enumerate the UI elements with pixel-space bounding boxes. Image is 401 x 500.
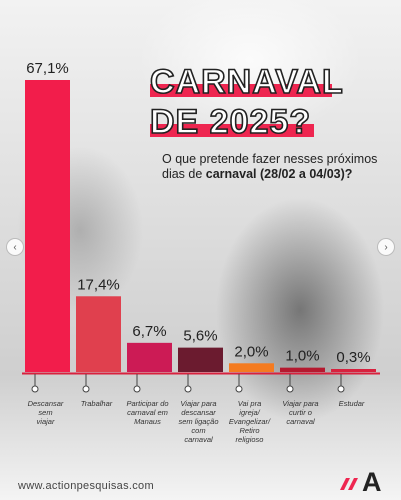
title-highlight-strip: [150, 124, 314, 137]
bar: [76, 296, 121, 372]
category-label: Participar do: [126, 399, 168, 408]
bar: [25, 80, 70, 372]
category-label: viajar: [37, 417, 55, 426]
category-label: carnaval: [286, 417, 315, 426]
category-label: Manaus: [134, 417, 161, 426]
bar-value-label: 2,0%: [234, 343, 268, 360]
bar: [280, 367, 325, 372]
question-text: O que pretende fazer nesses próximos dia…: [162, 152, 387, 182]
bar-value-label: 0,3%: [336, 349, 370, 366]
bar: [127, 342, 172, 372]
title-text-2: DE 2025?: [149, 102, 312, 142]
category-label: descansar: [181, 408, 216, 417]
category-label: Evangelizar/: [229, 417, 271, 426]
logo-slash-1: [340, 478, 350, 490]
title-highlight-strip: [150, 84, 332, 97]
bar-value-label: 17,4%: [77, 276, 120, 293]
category-marker: [133, 385, 141, 393]
category-label: Retiro: [239, 426, 259, 435]
question-main: O que pretende fazer nesses próximos dia…: [162, 152, 378, 181]
category-label: Estudar: [339, 399, 365, 408]
bar-value-label: 1,0%: [285, 348, 319, 365]
footer-url[interactable]: www.actionpesquisas.com: [18, 480, 154, 492]
logo-slash-2: [348, 478, 358, 490]
category-label: Viajar para: [282, 399, 318, 408]
bar-value-label: 6,7%: [132, 323, 166, 340]
question-emphasis: carnaval: [205, 167, 257, 181]
category-label: carnaval em: [127, 408, 168, 417]
category-marker: [286, 385, 294, 393]
category-label: sem ligação: [178, 417, 218, 426]
category-label: religioso: [236, 435, 264, 444]
category-label: igreja/: [239, 408, 260, 417]
bar-value-label: 5,6%: [183, 328, 217, 345]
chevron-left-icon: ‹: [13, 241, 17, 253]
bar: [178, 347, 223, 372]
category-label: Vai pra: [238, 399, 262, 408]
bar-value-label: 67,1%: [26, 60, 69, 77]
bar: [229, 363, 274, 372]
category-marker: [82, 385, 90, 393]
bar: [331, 369, 376, 372]
category-label: Trabalhar: [81, 399, 113, 408]
title-line-1: CARNAVAL: [149, 62, 343, 102]
category-label: Descansar: [28, 399, 64, 408]
brand-logo: A: [340, 467, 382, 492]
category-label: curtir o: [289, 408, 312, 417]
category-marker: [184, 385, 192, 393]
question-dates: (28/02 a 04/03)?: [260, 167, 353, 181]
category-marker: [337, 385, 345, 393]
category-label: com: [191, 426, 205, 435]
carousel-prev-button[interactable]: ‹: [6, 238, 24, 256]
title-line-2: DE 2025?: [149, 102, 314, 142]
category-label: carnaval: [184, 435, 213, 444]
logo-letter: A: [362, 467, 382, 492]
category-label: sem: [38, 408, 52, 417]
category-marker: [31, 385, 39, 393]
chevron-right-icon: ›: [384, 241, 388, 253]
category-label: Viajar para: [180, 399, 216, 408]
title-text-1: CARNAVAL: [149, 62, 344, 102]
carousel-next-button[interactable]: ›: [377, 238, 395, 256]
category-marker: [235, 385, 243, 393]
